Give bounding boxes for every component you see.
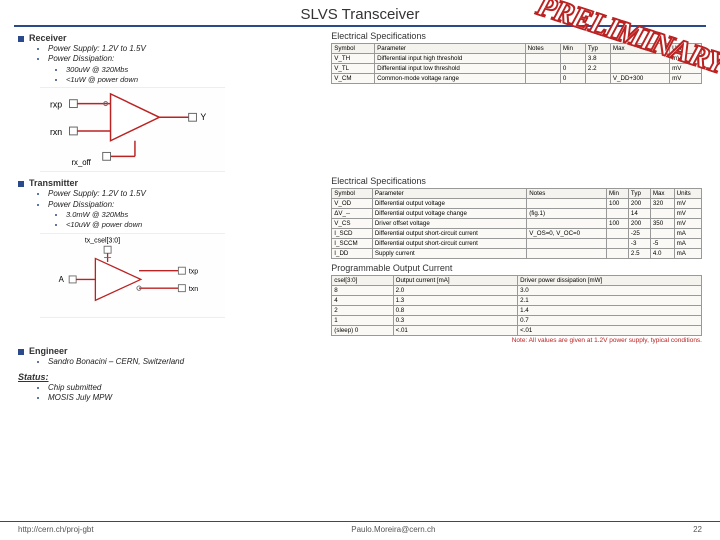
receiver-diagram: rxp rxn Y rx_off (40, 87, 225, 172)
title-rule (14, 25, 706, 27)
footer-email: Paulo.Moreira@cern.ch (351, 525, 435, 534)
receiver-elec-head: Electrical Specifications (331, 31, 702, 41)
engineer-heading: Engineer (18, 346, 702, 356)
status-list: Chip submitted MOSIS July MPW (48, 383, 702, 404)
svg-text:rxn: rxn (50, 127, 62, 137)
transmitter-diagram: tx_csel[3:0] A txp txn (40, 233, 225, 318)
prog-output-head: Programmable Output Current (331, 263, 702, 273)
transmitter-bullets: Power Supply: 1.2V to 1.5V Power Dissipa… (48, 189, 321, 229)
footer-url: http://cern.ch/proj-gbt (18, 525, 94, 534)
status-heading: Status: (18, 372, 702, 382)
svg-text:tx_csel[3:0]: tx_csel[3:0] (85, 237, 120, 244)
page-number: 22 (693, 525, 702, 534)
transmitter-elec-head: Electrical Specifications (331, 176, 702, 186)
svg-text:A: A (59, 275, 65, 284)
engineer-list: Sandro Bonacini – CERN, Switzerland (48, 357, 702, 367)
svg-text:txn: txn (189, 285, 198, 292)
svg-text:rx_off: rx_off (71, 158, 91, 167)
page-title: SLVS Transceiver (0, 0, 720, 25)
receiver-heading: Receiver (18, 33, 321, 43)
footer: http://cern.ch/proj-gbt Paulo.Moreira@ce… (0, 521, 720, 534)
svg-text:rxp: rxp (50, 100, 62, 110)
transmitter-spec-table: SymbolParameterNotesMinTypMaxUnits V_ODD… (331, 188, 702, 259)
transmitter-heading: Transmitter (18, 178, 321, 188)
receiver-bullets: Power Supply: 1.2V to 1.5V Power Dissipa… (48, 44, 321, 84)
svg-text:Y: Y (200, 113, 206, 123)
receiver-spec-table: SymbolParameterNotesMinTypMaxUnits V_THD… (331, 43, 702, 84)
prog-output-table: csel[3:0]Output current [mA]Driver power… (331, 275, 702, 336)
svg-text:txp: txp (189, 268, 198, 275)
table-note: Note: All values are given at 1.2V power… (331, 337, 702, 344)
